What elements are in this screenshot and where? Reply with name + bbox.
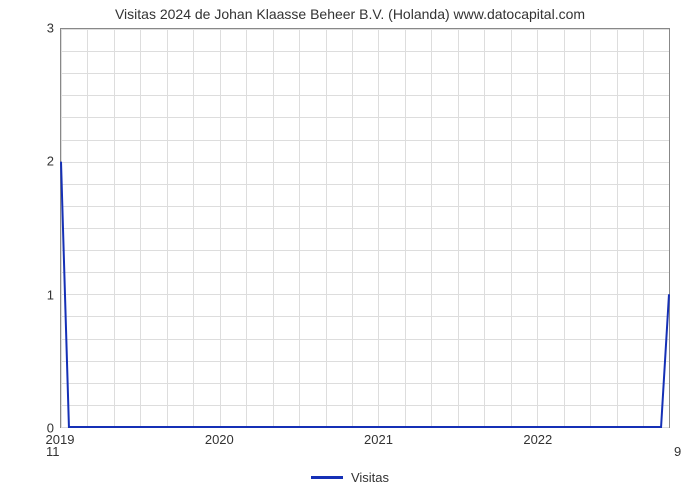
x-tick-label: 2022 (523, 432, 552, 447)
legend-swatch (311, 476, 343, 479)
legend: Visitas (0, 466, 700, 485)
y-tick-label: 2 (24, 154, 54, 169)
corner-left-label: 11 (46, 444, 60, 459)
line-series (61, 29, 669, 427)
visits-chart: Visitas 2024 de Johan Klaasse Beheer B.V… (0, 0, 700, 500)
corner-right-label: 9 (674, 444, 681, 459)
legend-item-visitas: Visitas (311, 470, 389, 485)
y-tick-label: 1 (24, 287, 54, 302)
legend-label: Visitas (351, 470, 389, 485)
x-tick-label: 2020 (205, 432, 234, 447)
y-tick-label: 3 (24, 21, 54, 36)
x-tick-label: 2021 (364, 432, 393, 447)
plot-area (60, 28, 670, 428)
chart-title: Visitas 2024 de Johan Klaasse Beheer B.V… (0, 6, 700, 22)
